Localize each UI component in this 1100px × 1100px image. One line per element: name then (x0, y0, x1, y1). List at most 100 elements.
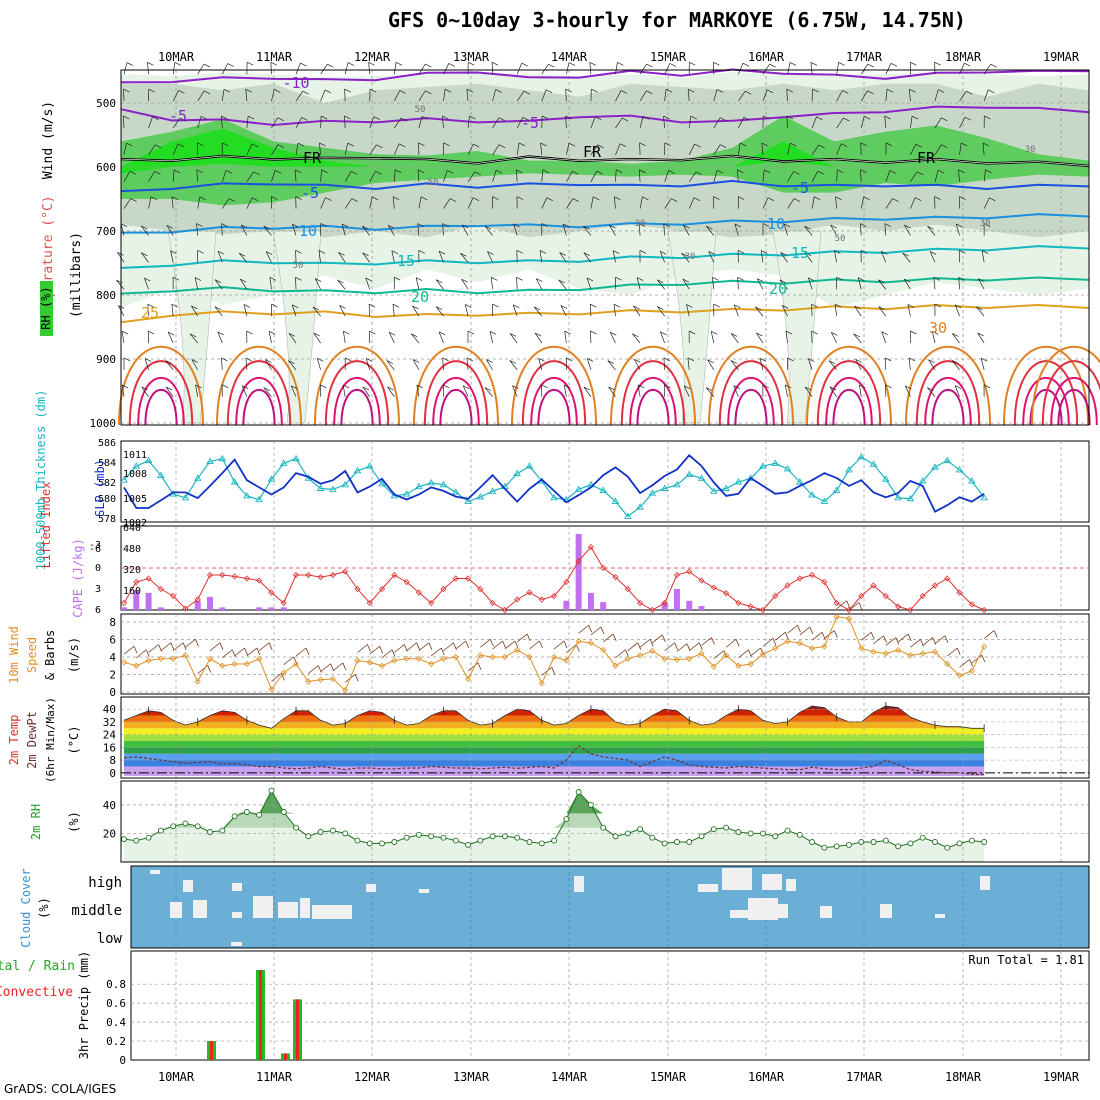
isotherm-5 (120, 179, 1090, 193)
barb-flag (597, 144, 604, 149)
barb (664, 63, 671, 75)
barb (291, 304, 297, 317)
li-marker (870, 582, 877, 589)
barb (663, 223, 665, 236)
barb-flag (141, 386, 148, 391)
barb-flag (448, 63, 455, 67)
wind-barb-flag (772, 638, 777, 646)
rh2m-tick: 40 (103, 799, 116, 812)
barb-flag (312, 306, 320, 311)
barb (565, 89, 567, 102)
barb-flag (610, 331, 617, 336)
cape-bar (145, 592, 152, 610)
li-marker (219, 571, 226, 579)
barb (566, 198, 574, 209)
barb (632, 333, 641, 344)
barb (566, 143, 570, 155)
barb (391, 250, 395, 263)
wind-barb (639, 638, 651, 648)
barb-flag (170, 250, 177, 254)
barb-flag (583, 225, 590, 230)
li-marker (882, 592, 889, 600)
rh2m-marker (858, 839, 865, 845)
isotherm-fr-core (120, 155, 1090, 167)
barb-flag (221, 357, 228, 362)
rh2m-marker (538, 840, 545, 847)
isotherm-label: 15 (397, 252, 415, 270)
barb (807, 277, 813, 290)
barb (804, 225, 813, 236)
barb-flag (716, 89, 724, 93)
axis-10m-wind: 10m Wind (7, 626, 21, 684)
barb-flag (443, 384, 450, 389)
barb-flag (516, 250, 523, 254)
barb (221, 357, 223, 370)
barb-flag (952, 333, 959, 337)
barb-flag (719, 117, 727, 122)
wind-speed-marker (956, 672, 963, 679)
barb-flag (908, 357, 916, 362)
barb (460, 252, 469, 263)
barb-flag (884, 115, 891, 120)
wind-barb (799, 626, 811, 636)
barb (240, 224, 248, 236)
barb (541, 197, 548, 209)
barb-flag (214, 306, 222, 310)
cloud-block (980, 876, 990, 890)
barb (388, 332, 395, 344)
barb (586, 358, 592, 370)
barb (811, 196, 815, 209)
barb (147, 304, 149, 317)
barb (566, 171, 573, 182)
wind-barb-flag (993, 630, 998, 638)
precip-tick: 0.6 (106, 997, 126, 1010)
rh2m-marker (243, 809, 250, 815)
barb-flag (291, 304, 299, 309)
barb-flag (391, 250, 398, 254)
cloud-block (722, 868, 752, 890)
wind-barb (762, 638, 774, 647)
barb-flag (376, 144, 383, 149)
barb-flag (362, 225, 369, 230)
barb-flag (292, 223, 299, 228)
barb-flag (639, 169, 646, 174)
wind-speed-marker (796, 639, 803, 647)
barb (197, 63, 205, 75)
barb-flag (607, 360, 615, 364)
rh2m-marker (846, 841, 852, 848)
barb-flag (904, 224, 911, 229)
barb-flag (860, 169, 867, 174)
barb-flag (221, 223, 228, 227)
barb (442, 357, 444, 370)
thickness-marker (243, 492, 251, 499)
wind-barb (234, 647, 245, 657)
wind-barb (418, 642, 430, 652)
barb (148, 144, 156, 156)
wind-barb (897, 633, 909, 643)
barb-flag (154, 170, 161, 175)
wind-speed-marker (858, 645, 865, 652)
barb-flag (934, 61, 941, 66)
li-marker (661, 599, 668, 607)
li-marker (538, 596, 545, 603)
li-marker (256, 577, 263, 584)
wind-speed-marker (133, 662, 140, 669)
barb-flag (251, 197, 259, 202)
barb (339, 305, 346, 317)
barb-flag (548, 63, 555, 68)
wind-barb (529, 640, 540, 650)
cape-bar (121, 607, 127, 610)
barb (978, 278, 985, 290)
barb-flag (892, 198, 899, 202)
barb (811, 330, 813, 344)
barb (589, 62, 592, 75)
wind-speed-marker (784, 638, 791, 645)
axis-thickness: 1000-500mb Thickness (dm) (34, 390, 48, 571)
temp-tick: 24 (103, 729, 117, 742)
barb-flag (562, 223, 570, 228)
barb (787, 62, 791, 75)
barb-flag (399, 90, 406, 94)
warm-loop (235, 376, 283, 426)
panel4-frame (120, 613, 1090, 695)
axis-convective: Convective (0, 985, 73, 1000)
